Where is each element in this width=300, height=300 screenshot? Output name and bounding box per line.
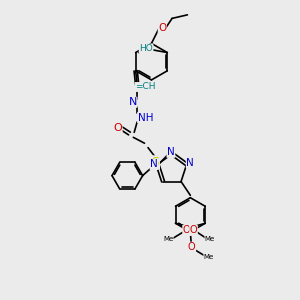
Text: HO: HO: [139, 44, 153, 53]
Text: O: O: [190, 225, 197, 236]
Text: Me: Me: [163, 236, 173, 242]
Text: O: O: [113, 123, 122, 133]
Text: N: N: [167, 147, 175, 158]
Text: Me: Me: [204, 254, 214, 260]
Text: N: N: [186, 158, 194, 168]
Text: O: O: [158, 23, 166, 33]
Text: NH: NH: [138, 112, 153, 123]
Text: O: O: [188, 242, 196, 252]
Text: N: N: [128, 97, 137, 107]
Text: Me: Me: [205, 236, 215, 242]
Text: =CH: =CH: [135, 82, 156, 91]
Text: N: N: [150, 159, 158, 170]
Text: S: S: [152, 156, 159, 169]
Text: O: O: [183, 225, 190, 236]
